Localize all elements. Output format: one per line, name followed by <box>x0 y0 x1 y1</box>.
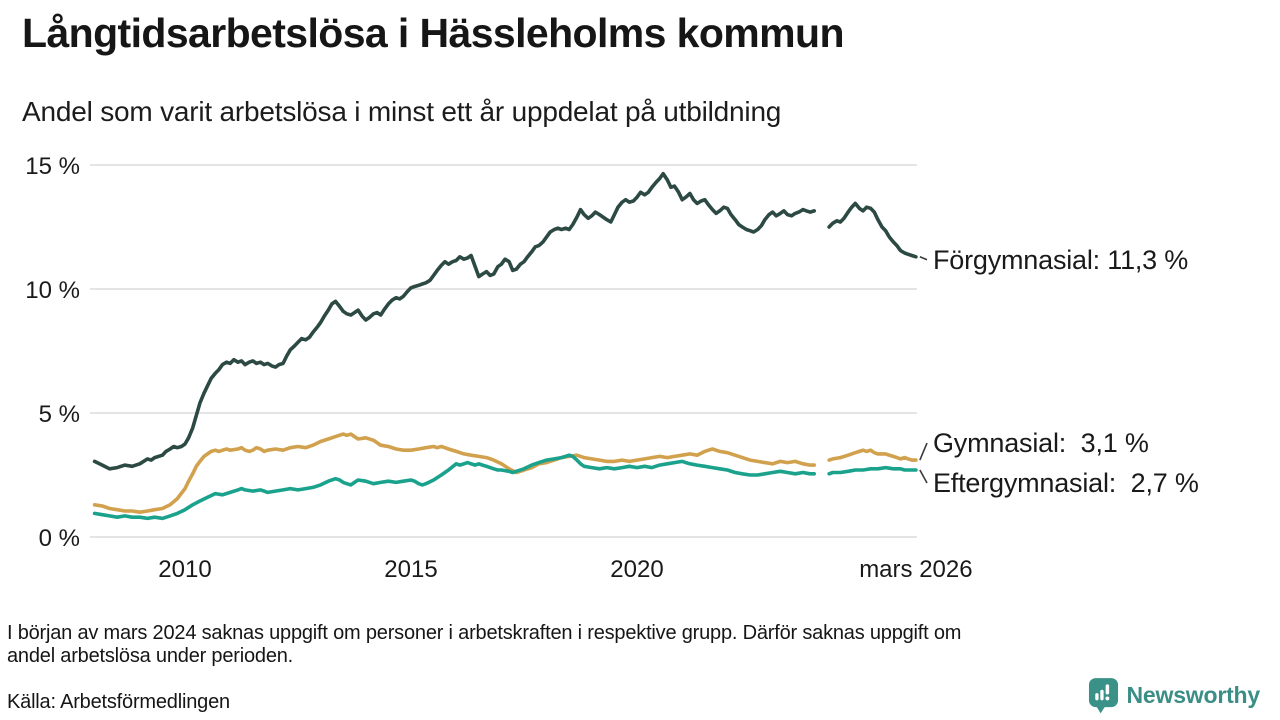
label-connector-eftergymnasial <box>919 469 928 484</box>
series-line-forgymnasial-segment-1 <box>92 171 817 471</box>
x-axis-tick-label: 2020 <box>610 556 663 583</box>
footnote-line-1: I början av mars 2024 saknas uppgift om … <box>7 622 962 644</box>
series-line-gymnasial-segment-1 <box>92 432 817 515</box>
series-line-forgymnasial-segment-2 <box>827 201 918 259</box>
series-line-eftergymnasial-segment-1 <box>92 453 817 521</box>
newsworthy-wordmark: Newsworthy <box>1126 682 1261 708</box>
x-axis-tick-label: mars 2026 <box>859 556 972 583</box>
label-connector-gymnasial <box>919 442 928 461</box>
y-axis-tick-label: 0 % <box>39 525 80 552</box>
newsworthy-logo: Newsworthy <box>1088 677 1260 714</box>
label-connector-forgymnasial <box>919 256 928 261</box>
footnote: I början av mars 2024 saknas uppgift om … <box>7 622 1273 668</box>
x-axis-tick-label: 2010 <box>158 556 211 583</box>
footnote-line-2: andel arbetslösa under perioden. <box>7 645 294 667</box>
source-label: Källa: Arbetsförmedlingen <box>7 691 230 713</box>
y-axis-tick-label: 5 % <box>39 401 80 428</box>
unemployment-line-chart: 0 % 5 % 10 % 15 % 2010 2015 2020 mars 2026 Förgy… <box>25 153 1199 583</box>
series-end-label-gymnasial: Gymnasial: 3,1 % <box>933 428 1149 458</box>
page-title: Långtidsarbetslösa i Hässleholms kommun <box>22 10 844 56</box>
x-axis-tick-label: 2015 <box>384 556 437 583</box>
y-axis-tick-label: 15 % <box>25 153 80 180</box>
series-end-label-eftergymnasial: Eftergymnasial: 2,7 % <box>933 468 1199 498</box>
page-subtitle: Andel som varit arbetslösa i minst ett å… <box>22 96 782 127</box>
newsworthy-bubble-chart-icon <box>1088 678 1118 714</box>
series-line-eftergymnasial-segment-2 <box>827 465 918 476</box>
y-axis-tick-label: 10 % <box>25 277 80 304</box>
series-line-gymnasial-segment-2 <box>827 448 918 462</box>
series-end-label-forgymnasial: Förgymnasial: 11,3 % <box>933 245 1188 275</box>
